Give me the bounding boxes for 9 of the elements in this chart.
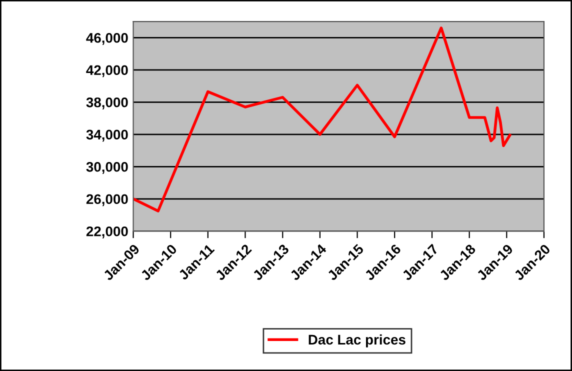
y-tick-label: 38,000	[86, 97, 128, 110]
y-tick-label: 26,000	[86, 194, 128, 206]
y-tick-label: 42,000	[86, 65, 128, 78]
y-tick-label: 34,000	[86, 130, 128, 142]
line-series	[133, 26, 512, 212]
y-tick-label: 46,000	[86, 32, 128, 45]
legend-label: Dac Lac prices	[308, 334, 406, 348]
y-tick-label: 22,000	[86, 226, 128, 238]
y-tick-label: 30,000	[86, 162, 128, 174]
